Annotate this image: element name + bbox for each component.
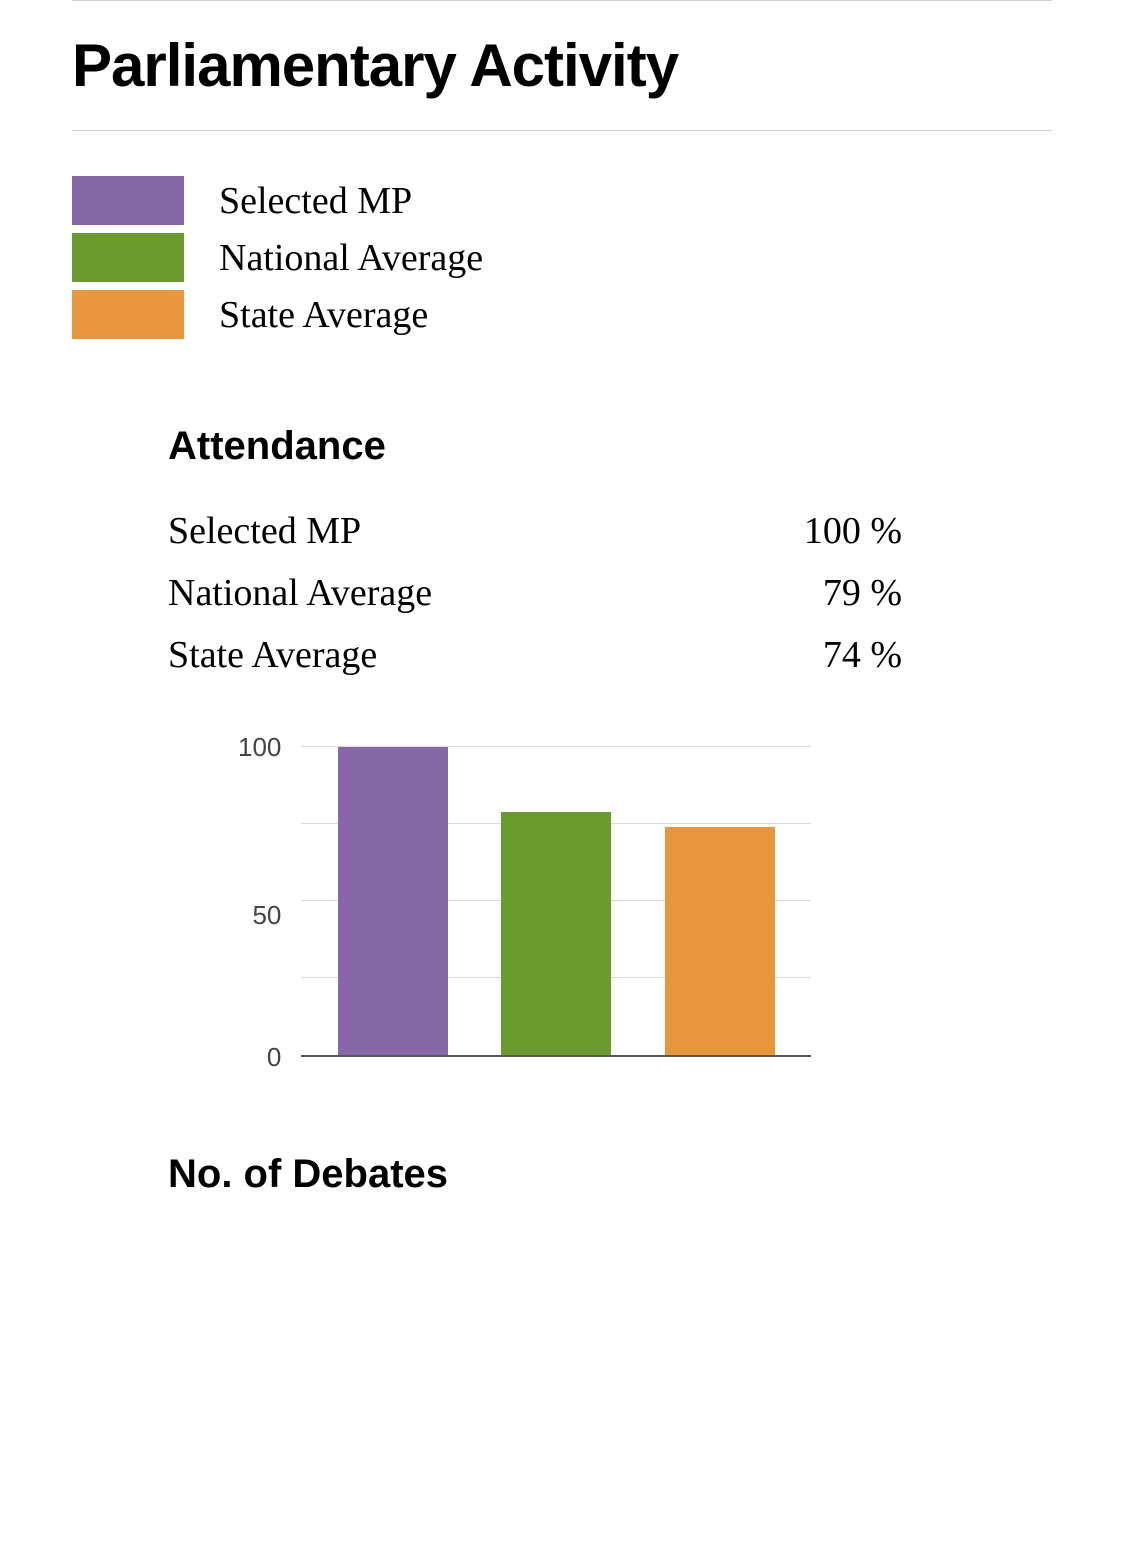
legend-item: Selected MP <box>72 176 1052 225</box>
data-row: Selected MP 100 % <box>168 509 902 553</box>
y-tick: 100 <box>238 734 281 760</box>
data-value: 79 % <box>823 571 902 615</box>
legend-label: National Average <box>219 236 483 280</box>
title-divider <box>72 130 1052 131</box>
data-row: State Average 74 % <box>168 633 902 677</box>
legend: Selected MP National Average State Avera… <box>72 176 1052 339</box>
attendance-title: Attendance <box>168 424 902 469</box>
top-divider <box>72 0 1052 1</box>
bar-national-average <box>501 812 611 1055</box>
attendance-section: Attendance Selected MP 100 % National Av… <box>72 424 1052 1057</box>
y-tick: 0 <box>267 1044 281 1070</box>
y-axis: 100 50 0 <box>238 747 301 1057</box>
y-tick: 50 <box>252 902 281 928</box>
legend-label: State Average <box>219 293 428 337</box>
bars-container <box>301 747 811 1055</box>
data-label: Selected MP <box>168 509 361 553</box>
legend-item: State Average <box>72 290 1052 339</box>
bar-selected-mp <box>338 747 448 1055</box>
debates-title: No. of Debates <box>72 1152 1052 1197</box>
attendance-chart: 100 50 0 <box>168 747 902 1057</box>
data-value: 100 % <box>804 509 902 553</box>
legend-swatch-national-average <box>72 233 184 282</box>
legend-swatch-state-average <box>72 290 184 339</box>
data-row: National Average 79 % <box>168 571 902 615</box>
plot-area <box>301 747 811 1057</box>
page-title: Parliamentary Activity <box>72 31 1052 100</box>
data-value: 74 % <box>823 633 902 677</box>
data-label: State Average <box>168 633 377 677</box>
data-label: National Average <box>168 571 432 615</box>
legend-swatch-selected-mp <box>72 176 184 225</box>
legend-item: National Average <box>72 233 1052 282</box>
legend-label: Selected MP <box>219 179 412 223</box>
bar-state-average <box>665 827 775 1055</box>
